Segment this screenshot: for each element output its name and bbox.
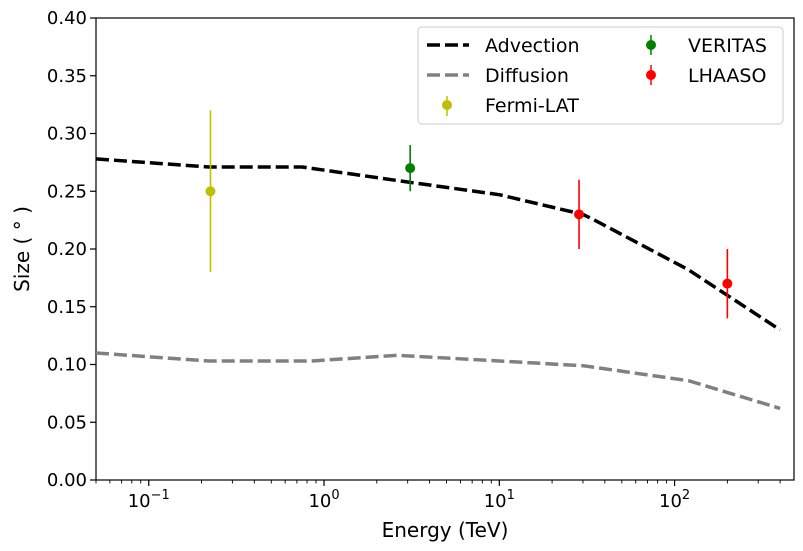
y-tick-label: 0.30 xyxy=(47,124,87,145)
y-tick-label: 0.35 xyxy=(47,66,87,87)
y-tick-label: 0.25 xyxy=(47,181,87,202)
y-axis: 0.00 0.05 0.10 0.15 0.20 0.25 0.30 0.35 0.40 xyxy=(47,8,96,491)
y-tick-label: 0.10 xyxy=(47,355,87,376)
y-tick-label: 0.20 xyxy=(47,239,87,260)
legend-veritas-marker xyxy=(646,40,656,50)
veritas-point xyxy=(405,163,416,174)
x-tick-label: 102 xyxy=(659,488,690,512)
legend-diffusion-label: Diffusion xyxy=(485,65,569,87)
lhaaso-point xyxy=(574,209,585,220)
series-line-diffusion xyxy=(96,351,781,411)
x-tick-label: 100 xyxy=(308,488,339,512)
lhaaso-point xyxy=(722,278,733,289)
points-layer xyxy=(205,110,733,319)
legend-fermi-marker xyxy=(442,100,452,110)
y-tick-label: 0.40 xyxy=(47,8,87,29)
x-tick-label: 101 xyxy=(484,488,515,512)
legend-box xyxy=(417,26,784,125)
y-tick-label: 0.00 xyxy=(47,470,87,491)
y-axis-label: Size ( ° ) xyxy=(10,206,34,292)
legend: Advection Diffusion Fermi-LAT VERITAS LH… xyxy=(417,26,784,125)
series-line-advection xyxy=(96,157,782,332)
legend-fermi-label: Fermi-LAT xyxy=(485,95,579,117)
legend-veritas-label: VERITAS xyxy=(688,35,767,57)
x-axis: 10−1 100 101 102 xyxy=(95,480,781,512)
legend-lhaaso-label: LHAASO xyxy=(688,65,766,87)
y-tick-label: 0.15 xyxy=(47,297,87,318)
y-tick-label: 0.05 xyxy=(47,412,87,433)
legend-advection-label: Advection xyxy=(485,35,580,57)
legend-lhaaso-marker xyxy=(646,70,656,80)
x-axis-label: Energy (TeV) xyxy=(382,518,509,542)
fermi-lat-point xyxy=(205,186,216,197)
x-tick-label: 10−1 xyxy=(128,488,170,512)
series-layer xyxy=(96,157,782,411)
